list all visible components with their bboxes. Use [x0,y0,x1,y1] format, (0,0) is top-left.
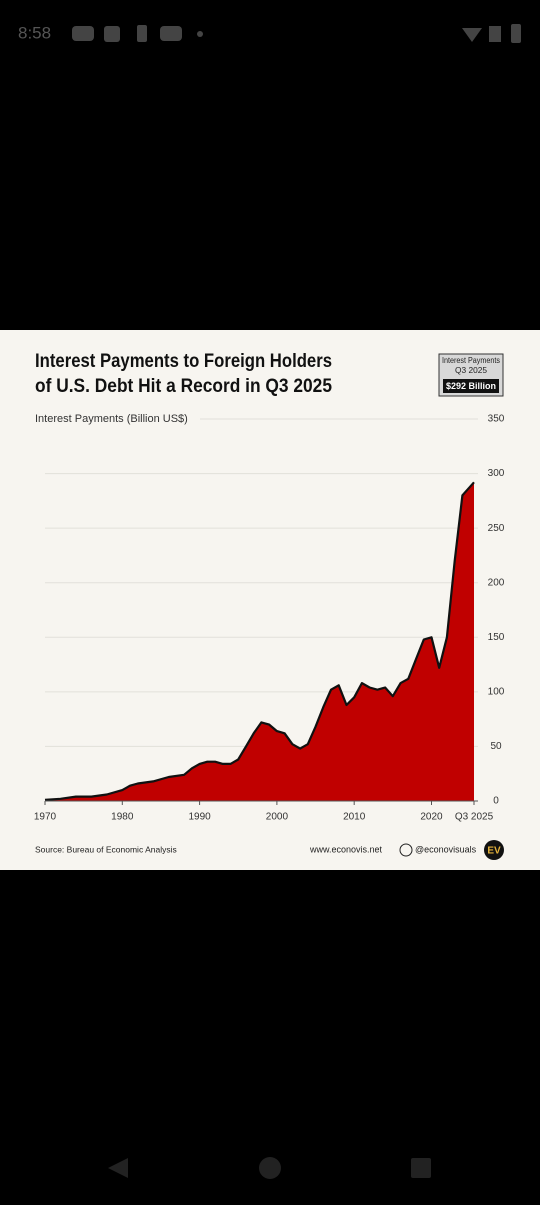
nav-back[interactable] [108,1158,128,1178]
logo: EV [487,846,501,857]
line [44,481,475,801]
area [45,482,474,801]
y-tick-label: 100 [488,686,505,697]
nav-bar [108,1157,431,1179]
chart: Interest Payments to Foreign Holders of U… [34,351,505,860]
handle: @econovisuals [415,844,477,854]
y-tick-label: 0 [493,796,499,807]
x-tick-label: 1970 [34,812,57,823]
x-tick-label: 2010 [343,812,366,823]
x-tick-label: 2000 [266,812,289,823]
status-time: 8:58 [18,23,51,42]
website: www.econovis.net [309,844,383,854]
source: Source: Bureau of Economic Analysis [35,844,177,854]
x-tick-label: 2020 [420,812,443,823]
x-tick-label: 1990 [188,812,211,823]
y-tick-label: 200 [488,577,505,588]
annotation-value: $292 Billion [446,381,496,391]
logo-circle [484,840,504,860]
y-axis-label: Interest Payments (Billion US$) [35,413,188,425]
nav-home[interactable] [259,1157,281,1179]
nav-recents[interactable] [411,1158,431,1178]
chart-title: of U.S. Debt Hit a Record in Q3 2025 [35,376,332,397]
y-tick-label: 50 [490,741,502,752]
x-tick-label: 1980 [111,812,134,823]
y-tick-label: 250 [488,523,505,534]
x-tick-label: Q3 2025 [455,812,494,823]
chart-title: Interest Payments to Foreign Holders [35,351,332,372]
y-tick-label: 350 [488,414,505,425]
annotation-text: Q3 2025 [455,366,488,375]
y-tick-label: 150 [488,632,505,643]
status-icons [72,24,521,43]
annotation-value-box [443,379,499,393]
annotation-text: Interest Payments [442,356,500,365]
x-icon [399,843,413,857]
y-tick-label: 300 [488,468,505,479]
